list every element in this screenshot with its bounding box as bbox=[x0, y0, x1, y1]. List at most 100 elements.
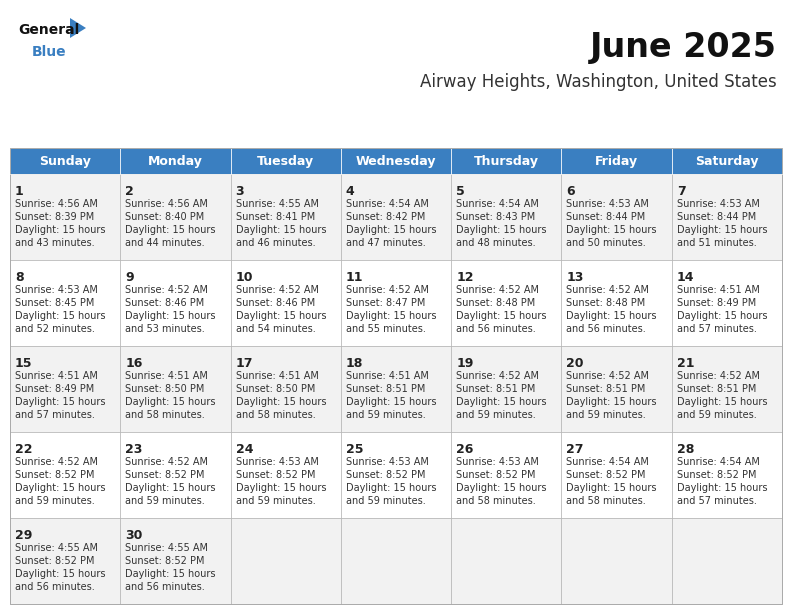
Text: 5: 5 bbox=[456, 185, 465, 198]
Text: Daylight: 15 hours: Daylight: 15 hours bbox=[346, 225, 436, 235]
Bar bbox=[230, 148, 341, 174]
Text: and 52 minutes.: and 52 minutes. bbox=[15, 324, 95, 334]
Bar bbox=[10, 148, 782, 604]
Text: Sunrise: 4:53 AM: Sunrise: 4:53 AM bbox=[566, 199, 649, 209]
Polygon shape bbox=[70, 18, 86, 38]
Bar bbox=[562, 174, 672, 260]
Text: Sunset: 8:51 PM: Sunset: 8:51 PM bbox=[676, 384, 756, 394]
Bar bbox=[451, 174, 562, 260]
Bar bbox=[562, 432, 672, 518]
Text: Sunset: 8:40 PM: Sunset: 8:40 PM bbox=[125, 212, 204, 222]
Text: Thursday: Thursday bbox=[474, 154, 539, 168]
Text: and 59 minutes.: and 59 minutes. bbox=[235, 496, 315, 506]
Text: Daylight: 15 hours: Daylight: 15 hours bbox=[566, 483, 657, 493]
Text: Airway Heights, Washington, United States: Airway Heights, Washington, United State… bbox=[421, 73, 777, 91]
Bar bbox=[562, 260, 672, 346]
Text: Daylight: 15 hours: Daylight: 15 hours bbox=[235, 225, 326, 235]
Text: Tuesday: Tuesday bbox=[257, 154, 314, 168]
Bar bbox=[341, 148, 451, 174]
Text: Daylight: 15 hours: Daylight: 15 hours bbox=[15, 569, 105, 579]
Text: and 53 minutes.: and 53 minutes. bbox=[125, 324, 205, 334]
Bar bbox=[230, 174, 341, 260]
Text: Sunset: 8:52 PM: Sunset: 8:52 PM bbox=[15, 470, 94, 480]
Text: Sunday: Sunday bbox=[40, 154, 91, 168]
Text: Sunrise: 4:51 AM: Sunrise: 4:51 AM bbox=[15, 371, 98, 381]
Text: Sunset: 8:41 PM: Sunset: 8:41 PM bbox=[235, 212, 315, 222]
Text: Sunset: 8:52 PM: Sunset: 8:52 PM bbox=[15, 556, 94, 566]
Text: Sunset: 8:49 PM: Sunset: 8:49 PM bbox=[676, 298, 756, 308]
Text: and 59 minutes.: and 59 minutes. bbox=[676, 410, 756, 420]
Text: 12: 12 bbox=[456, 271, 474, 284]
Text: Blue: Blue bbox=[32, 45, 67, 59]
Text: Sunset: 8:50 PM: Sunset: 8:50 PM bbox=[235, 384, 315, 394]
Bar bbox=[562, 518, 672, 604]
Text: 20: 20 bbox=[566, 357, 584, 370]
Text: and 43 minutes.: and 43 minutes. bbox=[15, 238, 94, 248]
Text: Sunset: 8:52 PM: Sunset: 8:52 PM bbox=[125, 470, 205, 480]
Text: and 58 minutes.: and 58 minutes. bbox=[125, 410, 205, 420]
Bar bbox=[341, 346, 451, 432]
Text: Daylight: 15 hours: Daylight: 15 hours bbox=[125, 397, 215, 407]
Text: 19: 19 bbox=[456, 357, 474, 370]
Text: Daylight: 15 hours: Daylight: 15 hours bbox=[15, 225, 105, 235]
Bar bbox=[451, 346, 562, 432]
Text: Sunrise: 4:52 AM: Sunrise: 4:52 AM bbox=[456, 285, 539, 295]
Text: and 56 minutes.: and 56 minutes. bbox=[15, 582, 95, 592]
Bar bbox=[120, 174, 230, 260]
Text: 30: 30 bbox=[125, 529, 143, 542]
Bar bbox=[672, 260, 782, 346]
Bar bbox=[341, 432, 451, 518]
Text: Sunset: 8:44 PM: Sunset: 8:44 PM bbox=[566, 212, 645, 222]
Text: Wednesday: Wednesday bbox=[356, 154, 436, 168]
Text: Sunset: 8:52 PM: Sunset: 8:52 PM bbox=[235, 470, 315, 480]
Text: 26: 26 bbox=[456, 443, 474, 456]
Text: Daylight: 15 hours: Daylight: 15 hours bbox=[456, 483, 546, 493]
Text: and 54 minutes.: and 54 minutes. bbox=[235, 324, 315, 334]
Text: 17: 17 bbox=[235, 357, 253, 370]
Text: 2: 2 bbox=[125, 185, 134, 198]
Text: Sunrise: 4:52 AM: Sunrise: 4:52 AM bbox=[346, 285, 428, 295]
Text: Sunrise: 4:52 AM: Sunrise: 4:52 AM bbox=[125, 457, 208, 467]
Text: Sunrise: 4:52 AM: Sunrise: 4:52 AM bbox=[125, 285, 208, 295]
Text: Sunrise: 4:56 AM: Sunrise: 4:56 AM bbox=[15, 199, 98, 209]
Text: Daylight: 15 hours: Daylight: 15 hours bbox=[676, 397, 767, 407]
Text: Sunrise: 4:53 AM: Sunrise: 4:53 AM bbox=[15, 285, 98, 295]
Bar bbox=[451, 432, 562, 518]
Text: Daylight: 15 hours: Daylight: 15 hours bbox=[125, 569, 215, 579]
Text: Sunset: 8:48 PM: Sunset: 8:48 PM bbox=[566, 298, 645, 308]
Bar bbox=[451, 148, 562, 174]
Text: Sunrise: 4:52 AM: Sunrise: 4:52 AM bbox=[566, 371, 649, 381]
Text: Sunrise: 4:54 AM: Sunrise: 4:54 AM bbox=[456, 199, 539, 209]
Text: Saturday: Saturday bbox=[695, 154, 759, 168]
Bar bbox=[230, 346, 341, 432]
Text: 7: 7 bbox=[676, 185, 685, 198]
Text: Daylight: 15 hours: Daylight: 15 hours bbox=[456, 397, 546, 407]
Text: Sunrise: 4:55 AM: Sunrise: 4:55 AM bbox=[235, 199, 318, 209]
Bar bbox=[10, 174, 120, 260]
Text: Daylight: 15 hours: Daylight: 15 hours bbox=[15, 397, 105, 407]
Text: Sunrise: 4:51 AM: Sunrise: 4:51 AM bbox=[235, 371, 318, 381]
Text: Sunrise: 4:55 AM: Sunrise: 4:55 AM bbox=[125, 543, 208, 553]
Text: and 58 minutes.: and 58 minutes. bbox=[566, 496, 646, 506]
Bar bbox=[672, 346, 782, 432]
Bar bbox=[10, 148, 120, 174]
Text: and 59 minutes.: and 59 minutes. bbox=[566, 410, 646, 420]
Text: Sunset: 8:47 PM: Sunset: 8:47 PM bbox=[346, 298, 425, 308]
Text: Sunrise: 4:52 AM: Sunrise: 4:52 AM bbox=[15, 457, 98, 467]
Text: Sunset: 8:44 PM: Sunset: 8:44 PM bbox=[676, 212, 756, 222]
Text: 8: 8 bbox=[15, 271, 24, 284]
Text: 16: 16 bbox=[125, 357, 143, 370]
Text: General: General bbox=[18, 23, 79, 37]
Text: 10: 10 bbox=[235, 271, 253, 284]
Text: and 59 minutes.: and 59 minutes. bbox=[346, 496, 425, 506]
Text: and 55 minutes.: and 55 minutes. bbox=[346, 324, 426, 334]
Text: and 57 minutes.: and 57 minutes. bbox=[676, 324, 756, 334]
Text: Sunrise: 4:52 AM: Sunrise: 4:52 AM bbox=[235, 285, 318, 295]
Text: Daylight: 15 hours: Daylight: 15 hours bbox=[346, 311, 436, 321]
Bar bbox=[120, 148, 230, 174]
Bar bbox=[230, 518, 341, 604]
Text: Sunset: 8:42 PM: Sunset: 8:42 PM bbox=[346, 212, 425, 222]
Text: Sunrise: 4:52 AM: Sunrise: 4:52 AM bbox=[456, 371, 539, 381]
Text: 24: 24 bbox=[235, 443, 253, 456]
Text: 9: 9 bbox=[125, 271, 134, 284]
